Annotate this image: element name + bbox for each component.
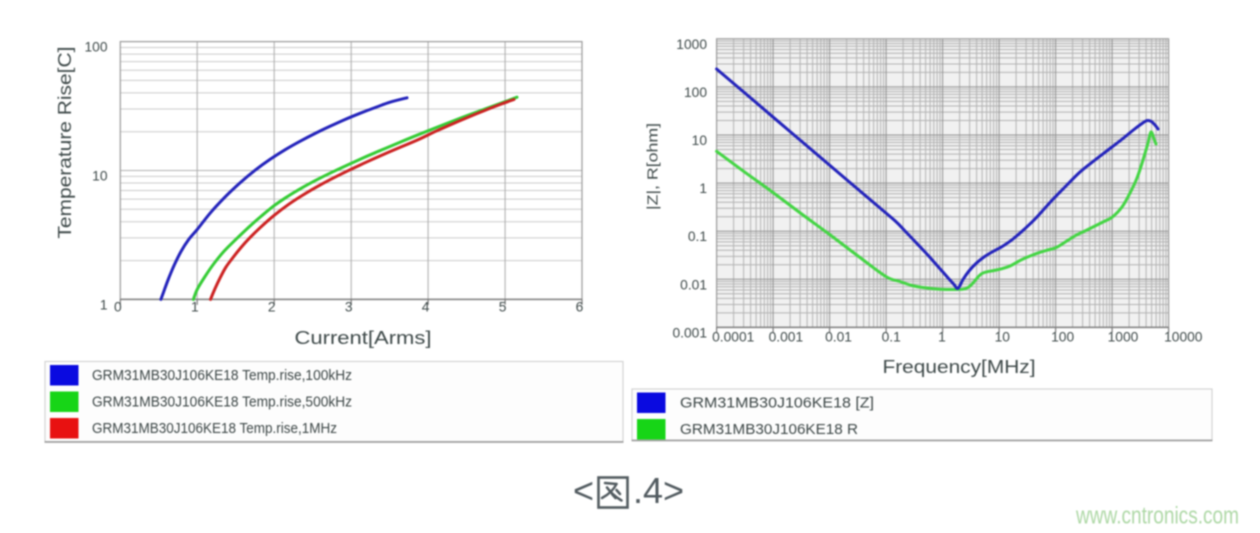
svg-text:www.cntronics.com: www.cntronics.com: [1075, 503, 1239, 530]
svg-text:Temperature Rise[C]: Temperature Rise[C]: [55, 47, 75, 239]
svg-text:GRM31MB30J106KE18 Temp.rise,1M: GRM31MB30J106KE18 Temp.rise,1MHz: [92, 421, 337, 437]
svg-text:GRM31MB30J106KE18 [Z]: GRM31MB30J106KE18 [Z]: [680, 396, 874, 412]
svg-text:<: <: [573, 470, 594, 511]
svg-text:Frequency[MHz]: Frequency[MHz]: [883, 357, 1036, 377]
svg-text:0.1: 0.1: [688, 229, 707, 244]
svg-text:10: 10: [92, 169, 108, 184]
svg-text:3: 3: [345, 300, 353, 315]
svg-text:5: 5: [499, 300, 507, 315]
svg-text:1: 1: [938, 330, 946, 345]
svg-text:1000: 1000: [676, 37, 707, 52]
svg-text:100: 100: [684, 85, 707, 100]
svg-text:1: 1: [699, 181, 707, 196]
svg-text:100: 100: [84, 40, 107, 55]
svg-text:6: 6: [576, 300, 584, 315]
svg-text:10: 10: [995, 330, 1011, 345]
svg-text:10: 10: [692, 133, 708, 148]
svg-text:1: 1: [100, 297, 108, 312]
svg-text:Current[Arms]: Current[Arms]: [295, 328, 432, 348]
svg-text:0: 0: [114, 300, 122, 315]
svg-text:100: 100: [1051, 330, 1074, 345]
svg-text:|Z|, R[ohm]: |Z|, R[ohm]: [645, 123, 662, 210]
svg-text:GRM31MB30J106KE18 Temp.rise,50: GRM31MB30J106KE18 Temp.rise,500kHz: [92, 395, 352, 411]
svg-text:0.001: 0.001: [672, 325, 707, 340]
svg-text:GRM31MB30J106KE18 Temp.rise,10: GRM31MB30J106KE18 Temp.rise,100kHz: [92, 368, 352, 384]
svg-text:1000: 1000: [1108, 330, 1139, 345]
svg-text:.4>: .4>: [633, 470, 684, 511]
svg-text:0.001: 0.001: [769, 330, 804, 345]
svg-text:1: 1: [191, 300, 199, 315]
svg-text:GRM31MB30J106KE18 R: GRM31MB30J106KE18 R: [680, 422, 858, 438]
svg-text:0.1: 0.1: [882, 330, 901, 345]
svg-text:0.0001: 0.0001: [712, 330, 754, 345]
svg-text:4: 4: [422, 300, 430, 315]
svg-text:2: 2: [268, 300, 276, 315]
svg-text:0.01: 0.01: [825, 330, 852, 345]
svg-text:10000: 10000: [1164, 330, 1203, 345]
svg-text:0.01: 0.01: [680, 277, 707, 292]
